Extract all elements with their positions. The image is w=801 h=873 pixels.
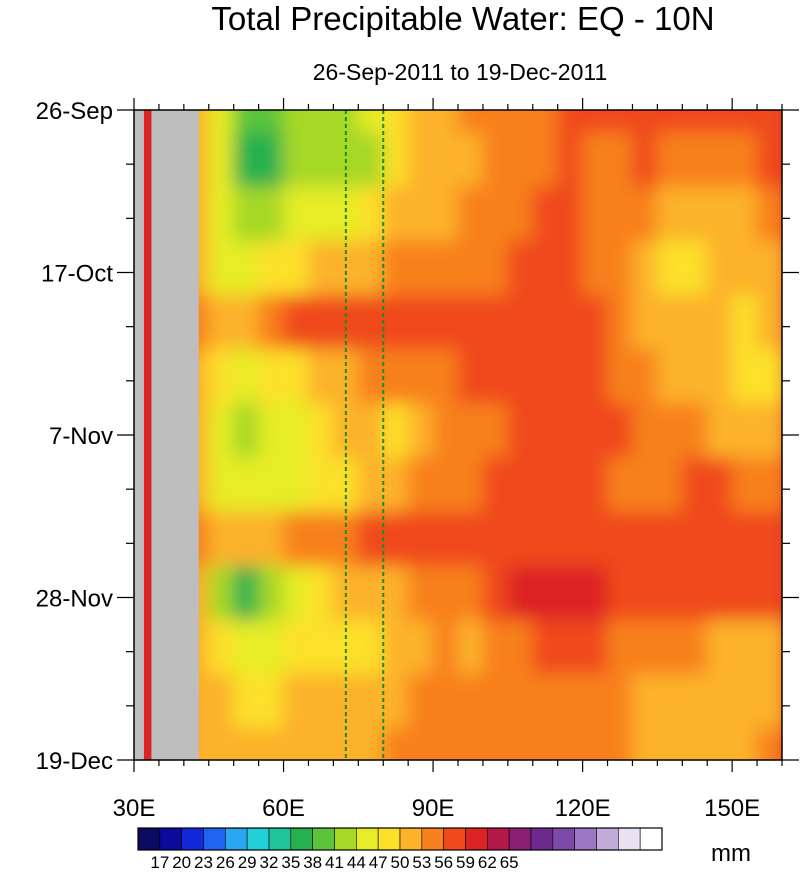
land-mask xyxy=(134,110,199,760)
colorbar-label: 59 xyxy=(456,853,475,872)
colorbar-label: 35 xyxy=(281,853,300,872)
colorbar-swatch xyxy=(377,827,401,851)
heat-cell xyxy=(756,349,782,413)
heat-cell xyxy=(756,240,782,305)
colorbar-label: 29 xyxy=(238,853,257,872)
y-tick-label: 28-Nov xyxy=(36,586,113,613)
y-axis: 26-Sep 17-Oct 7-Nov 28-Nov 19-Dec xyxy=(36,98,799,775)
colorbar-label: 65 xyxy=(500,853,519,872)
colorbar-swatch xyxy=(487,827,510,851)
x-tick-label: 60E xyxy=(262,795,305,822)
colorbar-swatch xyxy=(225,827,248,851)
heat-cell xyxy=(756,294,782,359)
colorbar-swatch xyxy=(421,827,444,851)
colorbar-swatch xyxy=(290,827,313,851)
x-tick-label: 90E xyxy=(412,795,455,822)
colorbar-label: 44 xyxy=(347,853,366,872)
y-tick-label: 7-Nov xyxy=(49,423,113,450)
colorbar-swatch xyxy=(443,827,466,851)
colorbar-label: 17 xyxy=(150,853,169,872)
heatmap-field xyxy=(183,110,782,760)
heat-cell xyxy=(756,457,782,521)
colorbar-label: 50 xyxy=(391,853,410,872)
colorbar-swatch xyxy=(312,827,335,851)
heat-cell xyxy=(756,511,782,576)
chart-subtitle: 26-Sep-2011 to 19-Dec-2011 xyxy=(313,59,608,85)
colorbar-swatch xyxy=(399,827,423,851)
y-tick-label: 26-Sep xyxy=(36,98,113,125)
colorbar-swatch xyxy=(596,827,619,851)
y-tick-label: 17-Oct xyxy=(41,261,113,288)
colorbar-swatch xyxy=(246,827,270,851)
colorbar-swatch xyxy=(574,827,597,851)
colorbar-swatch xyxy=(465,827,488,851)
land-mask-strip xyxy=(134,110,144,760)
colorbar-swatch xyxy=(639,827,663,851)
colorbar-label: 56 xyxy=(434,853,453,872)
colorbar-swatch xyxy=(552,827,575,851)
reference-lines xyxy=(344,110,385,760)
colorbar-frame xyxy=(137,827,663,851)
colorbar-label: 38 xyxy=(303,853,322,872)
colorbar-swatch xyxy=(530,827,554,851)
colorbar-swatch xyxy=(137,827,161,851)
colorbar-swatch xyxy=(356,827,379,851)
land-mask-strip xyxy=(151,110,199,760)
heat-cell xyxy=(756,186,782,251)
x-tick-label: 120E xyxy=(555,795,611,822)
colorbar-label: 53 xyxy=(412,853,431,872)
heat-cell xyxy=(756,565,782,630)
colorbar-label: 32 xyxy=(260,853,279,872)
colorbar-label: 47 xyxy=(369,853,388,872)
colorbar-label: 20 xyxy=(172,853,191,872)
colorbar-swatch xyxy=(268,827,292,851)
heat-cell xyxy=(756,728,782,760)
heat-cell xyxy=(756,132,782,196)
colorbar-label: 26 xyxy=(216,853,235,872)
x-tick-label: 150E xyxy=(704,795,760,822)
heat-cell xyxy=(756,674,782,738)
colorbar-swatch xyxy=(334,827,357,851)
chart-title: Total Precipitable Water: EQ - 10N xyxy=(211,0,714,37)
colorbar-swatch xyxy=(508,827,532,851)
colorbar-label: 41 xyxy=(325,853,344,872)
colorbar-swatch xyxy=(203,827,226,851)
colorbar-swatch xyxy=(159,827,182,851)
colorbar-swatch xyxy=(181,827,204,851)
colorbar: 17 20 23 26 29 32 35 38 41 44 47 50 53 56 59 62 65 xyxy=(137,827,663,872)
x-tick-label: 30E xyxy=(113,795,156,822)
colorbar-label: 62 xyxy=(478,853,497,872)
heat-cell xyxy=(756,403,782,467)
x-axis: 30E 60E 90E 120E 150E xyxy=(113,98,783,822)
y-tick-label: 19-Dec xyxy=(36,748,113,775)
colorbar-units: mm xyxy=(711,840,751,867)
plot-area xyxy=(134,110,782,760)
colorbar-swatch xyxy=(618,827,641,851)
heat-cell xyxy=(756,619,782,684)
colorbar-label: 23 xyxy=(194,853,213,872)
